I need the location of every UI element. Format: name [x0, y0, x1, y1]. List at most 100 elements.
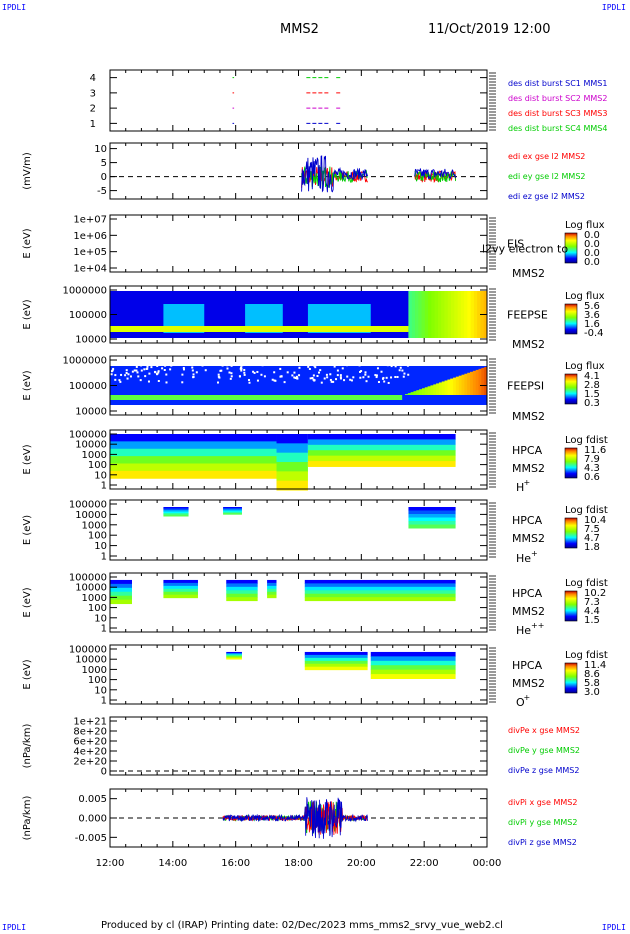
hpca-o-instrument-label: HPCA: [512, 659, 543, 672]
feepse-flux-column: [473, 291, 478, 338]
hpca-he2-ytick-label: 100: [88, 603, 107, 614]
burst-legend-entry: des dist burst SC4 MMS4: [508, 124, 607, 133]
feepsi-gap: [110, 370, 113, 373]
feepsi-gap: [114, 378, 117, 381]
feepsi-gap: [332, 380, 335, 383]
edi-trace: [301, 155, 369, 193]
burst-ytick-label: 4: [90, 73, 96, 84]
feepsi-gap: [313, 364, 316, 367]
footer-info: Produced by cl (IRAP) Printing date: 02/…: [101, 920, 503, 931]
hpca-h-fdist-cell: [276, 443, 308, 454]
hpca-he2-species-label: He: [516, 624, 531, 637]
hpca-o-ytick-label: 1000: [82, 665, 107, 676]
feepsi-gap: [124, 374, 127, 377]
feepsi-ylabel: E (eV): [22, 370, 33, 400]
hpca-he-fdist-cell: [163, 514, 189, 517]
feepse-spacecraft-label: MMS2: [512, 338, 545, 351]
feepsi-gap: [240, 366, 243, 369]
feepsi-gap: [261, 364, 264, 367]
feepsi-gap: [221, 364, 224, 367]
feepsi-gap: [243, 368, 246, 371]
hpca-h-fdist-cell: [110, 470, 277, 479]
feepsi-flux-column: [419, 389, 423, 395]
feepsi-flux-column: [424, 387, 429, 395]
feepsi-gap: [240, 369, 243, 372]
hpca-he2-fdist-cell: [267, 591, 277, 596]
feepse-cbar-tick: 3.6: [584, 310, 600, 321]
burst-ytick-label: 2: [90, 104, 96, 115]
feepsi-gap: [226, 364, 229, 367]
hpca-h-spacecraft-label: MMS2: [512, 462, 545, 475]
feepsi-gap: [256, 370, 259, 373]
hpca-o-fdist-cell: [226, 654, 242, 656]
feepse-flux-column: [415, 291, 419, 338]
eis-cbar-title: Log flux: [565, 220, 605, 231]
feepsi-gap: [147, 380, 150, 383]
hpca-he-ytick-label: 10000: [75, 510, 107, 521]
x-tick-label: 00:00: [473, 858, 502, 869]
feepsi-gap: [165, 381, 168, 384]
edi-ytick-label: 0: [101, 172, 107, 183]
feepsi-gap: [143, 368, 146, 371]
feepsi-gap: [387, 381, 390, 384]
hpca-h-fdist-cell: [307, 461, 456, 467]
feepsi-gap: [135, 369, 138, 372]
feepsi-flux-column: [447, 379, 451, 395]
feepsi-gap: [349, 378, 352, 381]
feepsi-spacecraft-label: MMS2: [512, 410, 545, 423]
feepsi-flux-column: [470, 371, 474, 395]
feepsi-flux-column: [427, 386, 431, 395]
feepsi-gap: [376, 367, 379, 370]
eis-ytick-label: 1e+06: [73, 231, 107, 242]
feepsi-gap: [127, 373, 130, 376]
hpca-he2-fdist-cell: [226, 593, 258, 598]
edi-ytick-label: 5: [101, 158, 107, 169]
eis-ytick-label: 1e+05: [73, 247, 107, 258]
divpe-ytick-label: 0: [101, 767, 107, 778]
hpca-he2-fdist-cell: [226, 583, 258, 588]
feepsi-gap: [157, 380, 160, 383]
feepsi-gap: [375, 374, 378, 377]
edi-legend-entry: edi ez gse l2 MMS2: [508, 192, 585, 201]
edi-panel: 10 5 0 -5 edi ex gse l2 MMS2 edi ey gse l2 MM…: [22, 142, 586, 201]
burst-ytick-label: 1: [90, 119, 96, 130]
feepse-flux-column: [431, 291, 436, 338]
hpca-he2-fdist-cell: [226, 590, 258, 595]
hpca-he2-fdist-cell: [163, 588, 198, 593]
hpca-he-fdist-cell: [223, 513, 242, 515]
hpca-he2-fdist-cell: [110, 591, 132, 597]
feepsi-flux-column: [416, 390, 420, 395]
hpca-he-fdist-cell: [223, 507, 242, 509]
hpca-o-ytick-label: 100000: [69, 645, 107, 656]
feepsi-gap: [129, 375, 132, 378]
feepsi-gap: [318, 371, 321, 374]
hpca-he2-colorbar: [564, 590, 578, 622]
feepsi-gap: [326, 376, 329, 379]
divpi-ytick-label: 0.000: [78, 814, 107, 825]
hpca-h-ytick-label: 1000: [82, 450, 107, 461]
feepsi-gap: [226, 367, 229, 370]
hpca-h-cbar-tick: 4.3: [584, 463, 600, 474]
feepsi-gap: [249, 364, 252, 367]
feepsi-gap: [364, 371, 367, 374]
hpca-he-fdist-cell: [223, 510, 242, 513]
x-tick-label: 12:00: [96, 858, 125, 869]
feepsi-gap: [170, 364, 173, 367]
feepsi-cbar-tick: 1.5: [584, 389, 600, 400]
corner-label-bottom-left: IPDLI: [2, 923, 27, 932]
feepsi-gap: [165, 373, 168, 376]
feepsi-gap: [271, 378, 274, 381]
feepsi-gap: [329, 378, 332, 381]
hpca-h-fdist-cell: [307, 444, 456, 451]
feepsi-gap: [131, 370, 134, 373]
feepsi-gap: [140, 364, 143, 367]
hpca-o-fdist-cell: [226, 653, 242, 655]
hpca-o-cbar-tick: 11.4: [584, 660, 606, 671]
feepsi-gap: [406, 364, 409, 367]
eis-overlay-label: l2vy electron to: [482, 243, 568, 256]
feepsi-gap: [125, 369, 128, 372]
feepsi-gap: [195, 371, 198, 374]
feepsi-gap: [157, 370, 160, 373]
feepsi-gap: [230, 372, 233, 375]
